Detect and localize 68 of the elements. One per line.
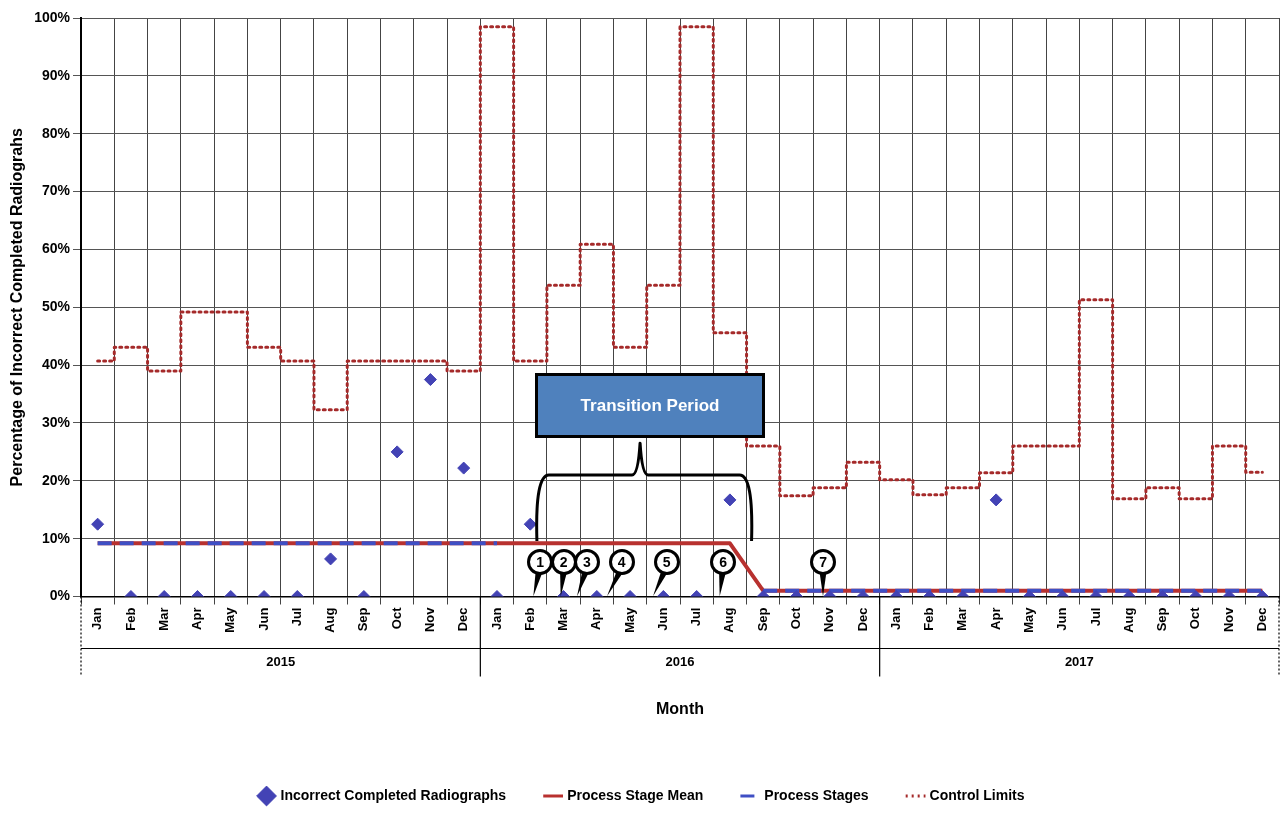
x-tick-label: May (621, 606, 637, 633)
x-tick-label: Nov (821, 606, 837, 633)
y-tick-label: 0% (49, 587, 71, 604)
y-tick-label: 40% (41, 355, 71, 372)
x-tick-label: Jul (1087, 607, 1103, 627)
annotation: 5 (653, 549, 680, 576)
x-tick-label: Sep (754, 607, 770, 632)
x-tick-label: Aug (721, 607, 737, 633)
x-tick-label: Oct (1187, 606, 1203, 630)
y-tick-label: 10% (41, 529, 71, 546)
x-tick-label: Mar (155, 607, 171, 631)
x-tick-label: Aug (322, 607, 338, 633)
x-tick-label: Apr (189, 607, 205, 630)
y-tick-label: 100% (34, 8, 71, 25)
x-tick-label: Apr (588, 607, 604, 630)
x-tick-label: Feb (921, 607, 937, 631)
x-tick-label: Sep (1154, 607, 1170, 632)
x-axis-title: Month (656, 699, 704, 717)
x-tick-label: Nov (422, 606, 437, 633)
legend-label: Incorrect Completed Radiographs (280, 786, 507, 803)
x-tick-label: Aug (1120, 607, 1136, 633)
x-tick-label: Jun (654, 607, 670, 631)
y-tick-label: 70% (41, 182, 71, 199)
x-tick-label: Jun (1054, 607, 1070, 631)
y-axis-title: Percentage of Incorrect Completed Radiograhs (8, 128, 26, 487)
x-tick-label: Nov (1220, 606, 1236, 633)
x-tick-label: Apr (987, 607, 1003, 630)
text: 2015 (266, 654, 296, 670)
y-tick-label: 30% (41, 413, 71, 430)
y-tick-label: 50% (41, 298, 71, 315)
legend-label: Process Stages (764, 786, 869, 803)
legend-label: Control Limits (929, 786, 1025, 803)
x-tick-label: Feb (122, 607, 138, 631)
annotation: 4 (608, 549, 635, 576)
x-tick-label: Jan (488, 607, 504, 630)
y-tick-label: 80% (41, 124, 71, 141)
x-tick-label: Mar (954, 607, 970, 631)
x-tick-label: Jun (255, 607, 271, 631)
y-tick-label: 20% (41, 471, 71, 488)
note-box: Transition Period (535, 373, 765, 438)
x-tick-label: Mar (555, 607, 571, 631)
annotation: 1 (527, 549, 554, 576)
x-tick-label: May (222, 606, 238, 633)
x-tick-label: Dec (1253, 607, 1269, 632)
x-tick-label: Feb (521, 607, 537, 631)
x-tick-label: Sep (355, 607, 371, 632)
x-tick-label: Jul (288, 607, 304, 627)
text: 2016 (665, 654, 695, 670)
callout-pin: 1 (527, 549, 554, 597)
annotation: 6 (710, 549, 737, 576)
annotation: 7 (810, 549, 837, 576)
x-tick-label: Jul (688, 607, 704, 627)
legend-label: Process Stage Mean (567, 786, 704, 803)
x-tick-label: Dec (455, 607, 471, 632)
x-tick-label: Dec (854, 607, 870, 632)
x-tick-label: May (1021, 606, 1036, 633)
y-tick-label: 90% (41, 66, 71, 83)
x-tick-label: Oct (788, 606, 804, 630)
x-tick-label: Jan (887, 607, 903, 630)
y-tick-label: 60% (41, 240, 71, 257)
x-tick-label: Jan (89, 607, 105, 630)
callout-pin: 3 (573, 549, 600, 597)
x-tick-label: Oct (388, 606, 404, 630)
callout-pin: 4 (604, 549, 635, 597)
annotation: 3 (573, 549, 600, 576)
annotation: 2 (550, 549, 577, 576)
text: 2017 (1064, 654, 1094, 670)
callout-pin: 5 (651, 549, 680, 597)
